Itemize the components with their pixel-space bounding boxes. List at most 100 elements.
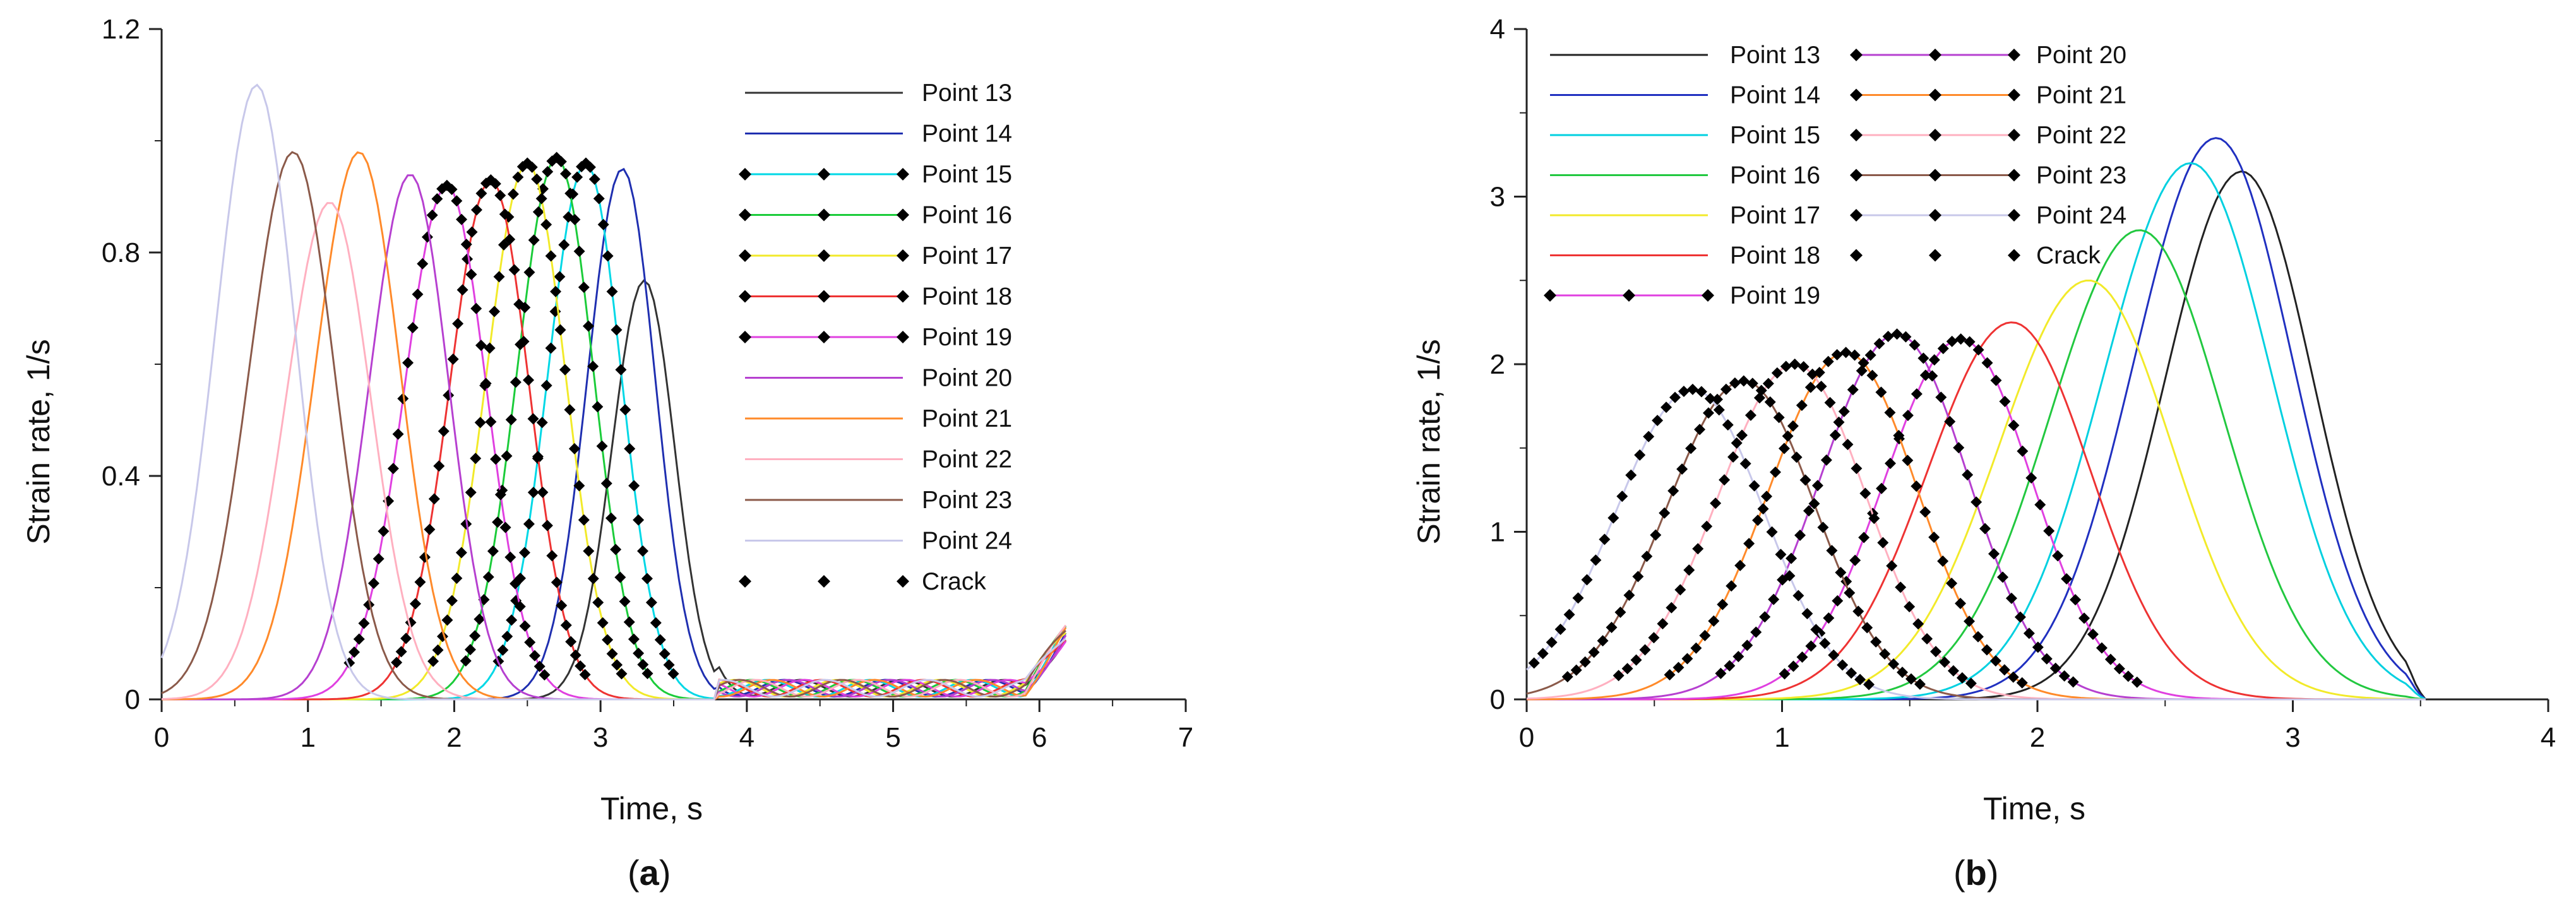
chart-b-legend-marker (2008, 88, 2020, 102)
chart-a-legend-marker (897, 249, 909, 262)
chart-b-series-marker (1963, 615, 1975, 627)
chart-a-series-marker (446, 595, 458, 607)
chart-a-series-marker (508, 264, 520, 276)
chart-b-series-marker (1999, 396, 2011, 408)
chart-b-series-marker (1717, 598, 1729, 610)
chart-b-series-marker (1722, 419, 1734, 431)
chart-a-series-marker (462, 253, 474, 265)
chart-b-legend-marker (1702, 289, 1714, 302)
chart-a-series-marker (606, 285, 618, 297)
chart-b-series-marker (1734, 559, 1746, 571)
chart-b-legend-marker (1850, 249, 1863, 262)
chart-a-series-marker (564, 187, 576, 199)
chart-b-series-marker (1882, 331, 1894, 343)
chart-b-series-marker (1964, 336, 1976, 348)
chart-b-series-marker (1886, 560, 1898, 572)
chart-a-series-marker (545, 250, 557, 262)
chart-a-series-marker (602, 250, 614, 262)
chart-b-series-marker (1810, 624, 1822, 636)
chart-a-series-marker (510, 578, 522, 590)
chart-a-series-marker (587, 360, 599, 372)
chart-a-series-marker (616, 668, 628, 680)
chart-a-x-tick-label: 6 (1032, 722, 1047, 753)
chart-a-series-marker (532, 206, 544, 218)
chart-a-series-marker (556, 600, 568, 612)
chart-a-series-marker (524, 636, 536, 648)
chart-b-series-marker (1685, 442, 1697, 454)
chart-b-series-marker (2067, 676, 2079, 688)
chart-a-legend-label: Point 13 (922, 80, 1012, 107)
chart-a-series-marker (494, 489, 506, 501)
chart-b-series-marker (1713, 404, 1725, 416)
chart-b-series-marker (1876, 482, 1888, 494)
chart-a-series-marker (460, 655, 472, 667)
chart-b-legend-label: Point 20 (2036, 42, 2126, 69)
chart-a-series-marker (392, 428, 404, 440)
chart-b-series-marker (1648, 632, 1660, 644)
chart-a-series-marker (558, 239, 570, 251)
chart-b-series-marker (1971, 496, 1983, 508)
chart-b-series-marker (1996, 571, 2008, 583)
chart-b-series-marker (1621, 663, 1633, 675)
chart-a-series-marker (550, 285, 562, 297)
chart-b-legend-label: Point 15 (1730, 122, 1820, 149)
chart-a-y-axis-label: Strain rate, 1/s (21, 339, 56, 544)
chart-b-series-marker (2052, 550, 2064, 562)
chart-b-x-tick-label: 0 (1519, 722, 1534, 753)
chart-b-series-marker (1787, 660, 1799, 672)
chart-a-series-marker (597, 218, 609, 230)
chart-a-series-marker (518, 335, 530, 347)
chart-a-series-marker (493, 271, 505, 283)
chart-b-series-marker (2032, 641, 2044, 653)
chart-a-series-marker (536, 417, 548, 429)
chart-a-series-marker (506, 614, 518, 626)
chart-b-x-tick-label: 1 (1774, 722, 1789, 753)
chart-b-series-marker (1581, 574, 1593, 586)
chart-a-series-marker (504, 551, 516, 563)
chart-a-series-marker (532, 451, 544, 463)
chart-b-series-marker (1859, 487, 1871, 499)
chart-b-x-tick-label: 2 (2030, 722, 2045, 753)
chart-a-legend-marker (897, 208, 909, 222)
chart-b-series-marker (1935, 391, 1947, 403)
chart-b-legend-label: Point 17 (1730, 202, 1820, 229)
chart-b-series-marker (1623, 589, 1635, 601)
chart-b-series-marker (1778, 442, 1790, 454)
chart-a-series-marker (592, 596, 604, 608)
chart-b-series-marker (1787, 420, 1799, 432)
chart-b-legend-marker (1850, 49, 1863, 61)
chart-b-legend-marker (1544, 289, 1556, 302)
chart-b-series-marker (1782, 430, 1794, 442)
chart-b-legend-label: Point 13 (1730, 42, 1820, 69)
chart-a-legend-label: Crack (922, 568, 986, 595)
chart-b-series-marker (1979, 523, 1991, 535)
chart-a-legend-marker (818, 168, 830, 181)
chart-a-series-marker (568, 442, 580, 454)
chart-a-series-marker (510, 376, 522, 388)
chart-b-series-marker (1630, 654, 1642, 666)
chart-a-series-marker (438, 425, 450, 437)
chart-a-series-marker (402, 357, 414, 369)
chart-b-series-marker (1902, 410, 1914, 422)
chart-a-series-marker (391, 656, 403, 668)
chart-b-series-marker (1786, 552, 1798, 564)
chart-b-series-marker (2005, 592, 2017, 604)
chart-b-series-marker (1613, 670, 1625, 682)
chart-b-series-marker (1900, 331, 1912, 343)
chart-b-series-marker (1664, 668, 1676, 680)
chart-b-series-marker (1947, 665, 1959, 677)
chart-b-series-marker (1695, 386, 1707, 398)
chart-a-series-marker (505, 413, 517, 425)
chart-b-legend-marker (1929, 88, 1941, 102)
chart-a-series-marker (606, 648, 618, 660)
chart-b-series-marker (1820, 454, 1832, 466)
chart-b-series-marker (1930, 646, 1942, 658)
chart-b-series-marker (1917, 352, 1929, 364)
chart-b-series-marker (1946, 335, 1958, 347)
chart-a-series-marker (560, 168, 572, 180)
chart-a-series-marker (414, 576, 426, 588)
chart-a-series-marker (578, 514, 590, 526)
chart-b-series-marker (1661, 401, 1673, 413)
chart-a-series-marker (663, 659, 675, 671)
chart-b-series-marker (1726, 580, 1738, 592)
